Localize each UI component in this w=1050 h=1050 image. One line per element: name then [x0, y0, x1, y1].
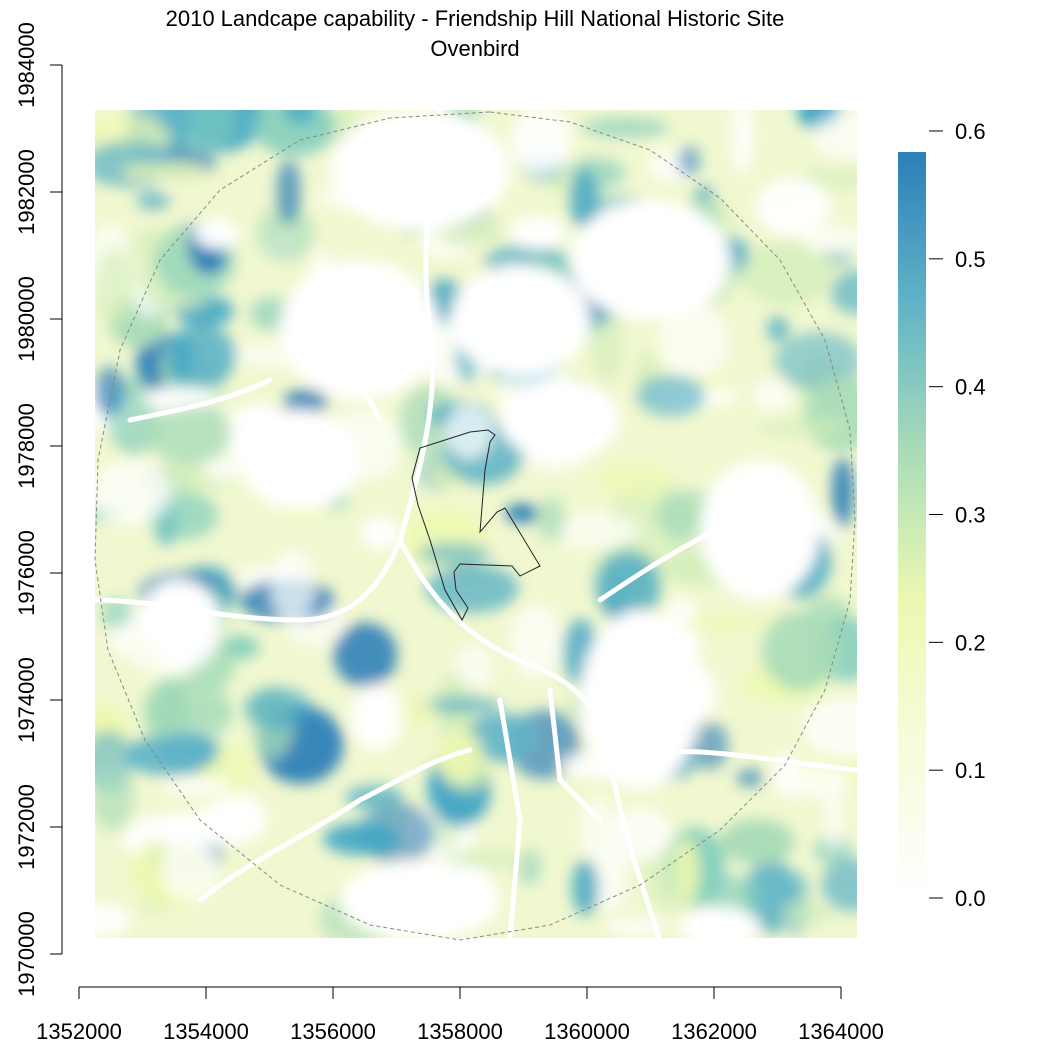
buffer-boundary	[94, 111, 856, 941]
y-axis: 1970000 1972000 1974000 1976000 1978000 19800…	[14, 22, 63, 997]
chart-subtitle: Ovenbird	[430, 36, 520, 61]
y-tick-label: 1974000	[14, 657, 39, 743]
legend-tick-label: 0.1	[955, 758, 986, 783]
x-tick-label: 1356000	[290, 1019, 376, 1044]
capability-raster	[95, 110, 857, 938]
x-tick-label: 1364000	[798, 1019, 884, 1044]
x-tick-label: 1358000	[417, 1019, 503, 1044]
park-boundary	[411, 429, 541, 622]
legend-tick-label: 0.6	[955, 119, 986, 144]
y-tick-label: 1980000	[14, 276, 39, 362]
x-tick-label: 1352000	[36, 1019, 122, 1044]
legend-tick-label: 0.4	[955, 375, 986, 400]
legend-tick-label: 0.2	[955, 630, 986, 655]
legend-tick-label: 0.0	[955, 886, 986, 911]
legend-tick-label: 0.3	[955, 503, 986, 528]
y-tick-label: 1978000	[14, 403, 39, 489]
x-tick-label: 1362000	[671, 1019, 757, 1044]
y-tick-label: 1976000	[14, 530, 39, 616]
color-legend: 0.0 0.1 0.2 0.3 0.4 0.5 0.6	[898, 119, 986, 911]
x-axis: 1352000 1354000 1356000 1358000 1360000 13620…	[36, 986, 884, 1044]
y-tick-label: 1970000	[14, 911, 39, 997]
x-tick-label: 1360000	[544, 1019, 630, 1044]
y-tick-label: 1984000	[14, 22, 39, 108]
x-tick-label: 1354000	[163, 1019, 249, 1044]
y-tick-label: 1972000	[14, 784, 39, 870]
y-tick-label: 1982000	[14, 149, 39, 235]
legend-tick-label: 0.5	[955, 247, 986, 272]
chart-title: 2010 Landcape capability - Friendship Hi…	[165, 6, 785, 31]
